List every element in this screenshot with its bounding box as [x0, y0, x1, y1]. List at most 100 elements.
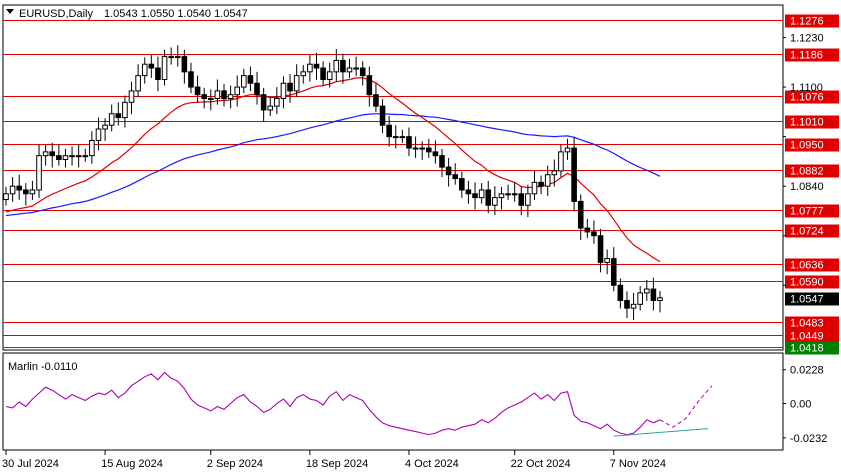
candle-body — [320, 67, 326, 80]
candle-body — [584, 227, 591, 233]
candle — [492, 186, 498, 216]
candle-body — [188, 71, 194, 88]
time-tick-label: 15 Aug 2024 — [101, 458, 163, 470]
candle — [326, 62, 333, 88]
level-badge — [785, 90, 839, 104]
candle-body — [75, 155, 82, 158]
candle-body — [604, 258, 610, 263]
candle — [425, 138, 432, 158]
collapse-arrow-icon[interactable] — [6, 9, 14, 14]
moving-averages — [5, 77, 661, 263]
candle — [624, 291, 630, 319]
candle-body — [445, 166, 452, 176]
level-badge-label: 1.1076 — [790, 92, 824, 104]
candle-body — [168, 56, 174, 59]
level-badge — [785, 14, 839, 28]
candle — [287, 74, 293, 103]
level-badge — [785, 115, 839, 129]
level-badge-label: 1.0950 — [790, 140, 824, 152]
candle — [135, 64, 141, 97]
candle-body — [412, 147, 419, 150]
oscillator-line — [5, 371, 661, 436]
candle — [320, 61, 326, 86]
level-badge-label: 1.0724 — [790, 226, 824, 238]
candle-body — [115, 113, 122, 119]
candle-body — [531, 181, 538, 195]
candle-body — [274, 98, 280, 107]
candle-body — [181, 56, 188, 73]
candle — [300, 64, 307, 84]
candle-body — [373, 94, 379, 107]
candle-body — [108, 113, 115, 126]
candle-body — [155, 67, 161, 80]
candle-body — [234, 86, 241, 96]
level-badge — [785, 316, 839, 330]
candle-body — [452, 174, 459, 180]
candle — [505, 184, 511, 200]
candle — [9, 177, 16, 202]
candle-body — [518, 193, 525, 206]
candle — [392, 125, 399, 149]
candle-body — [148, 63, 155, 69]
oscillator-trendline — [613, 428, 709, 437]
oscillator-forecast — [659, 385, 713, 428]
candle — [591, 220, 597, 244]
candle-body — [313, 63, 320, 69]
candle — [478, 183, 485, 204]
candle — [419, 141, 425, 160]
time-tick-label: 4 Oct 2024 — [405, 458, 459, 470]
level-badge-label: 1.0483 — [790, 318, 824, 330]
candlesticks — [3, 45, 663, 320]
candle — [69, 146, 75, 166]
candle-body — [386, 124, 392, 138]
candle-body — [207, 98, 214, 101]
indicator-label: Marlin -0.0110 — [8, 361, 78, 373]
candle — [313, 52, 320, 80]
candle — [445, 157, 452, 187]
candle-body — [485, 189, 492, 206]
candle-body — [95, 128, 102, 141]
candle — [518, 186, 525, 216]
candle-body — [247, 75, 254, 84]
candle — [260, 87, 267, 122]
time-tick-label: 7 Nov 2024 — [610, 458, 666, 470]
candle-body — [56, 155, 62, 160]
candle-body — [346, 67, 353, 73]
candle — [333, 48, 340, 82]
candle — [293, 64, 300, 97]
candle — [23, 183, 29, 206]
candle — [267, 96, 274, 117]
candle-body — [359, 67, 366, 77]
candle — [102, 118, 108, 141]
candle — [36, 144, 42, 198]
candle — [511, 182, 518, 202]
level-badge-label: 1.0418 — [790, 343, 824, 355]
candle — [386, 116, 392, 147]
level-badge — [785, 224, 839, 238]
candle — [82, 148, 89, 162]
candle — [353, 56, 359, 77]
candle-body — [617, 284, 624, 302]
fast-moving-average — [5, 77, 661, 263]
candle-body — [419, 147, 425, 150]
price-tick-label: 1.1100 — [790, 82, 823, 94]
candle — [247, 66, 254, 92]
candle-body — [62, 155, 69, 160]
symbol-label: EURUSD,Daily — [19, 8, 93, 20]
candle — [399, 129, 406, 143]
candle — [604, 249, 610, 275]
level-badge-label: 1.0777 — [790, 206, 824, 218]
candle — [188, 62, 194, 94]
level-badge — [785, 204, 839, 218]
candle-body — [254, 82, 260, 96]
candle — [340, 53, 346, 84]
candle-body — [425, 147, 432, 153]
candle-body — [29, 189, 36, 195]
candle — [108, 104, 115, 132]
candle-body — [432, 151, 439, 157]
candle-body — [128, 90, 135, 103]
current-price-badge — [785, 292, 839, 306]
level-badge — [785, 329, 839, 343]
candle — [254, 71, 260, 105]
candle — [194, 75, 201, 103]
